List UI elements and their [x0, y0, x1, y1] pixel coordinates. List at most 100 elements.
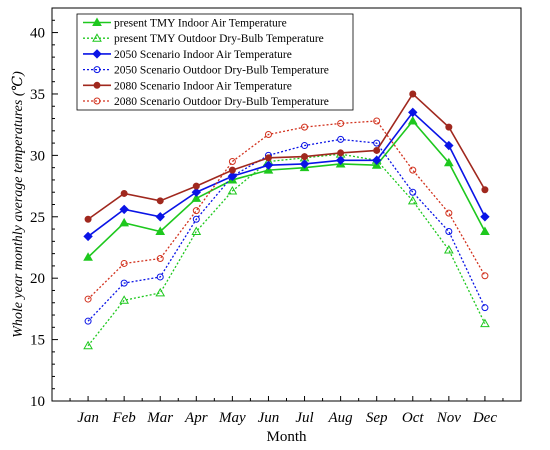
series-1 — [83, 115, 490, 261]
x-axis-title: Month — [266, 429, 307, 445]
legend-item: present TMY Outdoor Dry-Bulb Temperature — [83, 33, 324, 45]
data-point — [156, 273, 164, 281]
data-point — [481, 304, 489, 312]
data-point — [263, 160, 274, 170]
data-point — [371, 155, 382, 165]
series-line — [87, 119, 486, 258]
data-point — [301, 123, 309, 131]
data-point — [407, 195, 418, 205]
data-point — [373, 139, 381, 147]
legend-item: 2080 Scenario Indoor Air Temperature — [83, 80, 292, 92]
series-6 — [84, 117, 489, 303]
series-5 — [84, 90, 489, 223]
x-tick-label: Aug — [328, 410, 354, 426]
data-point — [191, 226, 202, 236]
data-point — [192, 182, 200, 190]
series-line — [87, 153, 486, 347]
data-point — [84, 215, 92, 223]
data-point — [481, 186, 489, 194]
legend-label: present TMY Outdoor Dry-Bulb Temperature — [114, 33, 324, 45]
legend-label: 2050 Scenario Outdoor Dry-Bulb Temperatu… — [114, 65, 329, 77]
x-tick-label: Sep — [366, 410, 388, 426]
legend-label: 2080 Scenario Indoor Air Temperature — [114, 80, 292, 92]
data-point — [119, 204, 129, 215]
data-point — [83, 252, 93, 261]
data-point — [155, 287, 166, 297]
data-point — [227, 185, 238, 195]
data-point — [480, 318, 490, 328]
data-point — [444, 140, 454, 151]
legend-swatch-marker — [92, 33, 102, 42]
legend-swatch-marker — [93, 66, 101, 74]
data-point — [299, 159, 310, 169]
data-point — [373, 146, 381, 154]
series-line — [87, 92, 486, 220]
legend-item: present TMY Indoor Air Temperature — [83, 17, 287, 30]
data-point — [192, 215, 200, 223]
y-tick-label: 20 — [30, 271, 45, 287]
data-point — [335, 155, 346, 165]
data-point — [264, 130, 272, 138]
legend-box — [76, 13, 354, 111]
data-point — [301, 142, 309, 150]
x-tick-label: Jun — [258, 410, 280, 426]
data-point — [443, 157, 454, 167]
y-tick-label: 30 — [30, 148, 45, 164]
y-axis-title: Whole year monthly average temperatures … — [11, 71, 26, 338]
x-tick-label: Oct — [402, 410, 424, 426]
data-point — [155, 226, 166, 236]
data-point — [83, 340, 93, 350]
data-point — [84, 295, 92, 303]
data-point — [228, 158, 236, 166]
data-point — [409, 90, 417, 98]
data-point — [120, 189, 128, 197]
data-point — [83, 231, 93, 242]
data-point — [445, 123, 453, 131]
data-point — [337, 149, 345, 157]
data-point — [337, 135, 345, 143]
legend-swatch-marker — [93, 97, 101, 105]
x-tick-label: Apr — [184, 410, 208, 426]
data-point — [373, 117, 381, 125]
data-point — [407, 115, 418, 125]
y-tick-label: 25 — [30, 210, 45, 226]
data-point — [264, 154, 272, 162]
series-2 — [83, 149, 490, 350]
legend-label: 2080 Scenario Outdoor Dry-Bulb Temperatu… — [114, 96, 329, 108]
legend-item: 2050 Scenario Outdoor Dry-Bulb Temperatu… — [83, 65, 329, 77]
data-point — [120, 279, 128, 287]
x-tick-label: Jul — [295, 410, 313, 426]
data-point — [120, 259, 128, 267]
data-point — [191, 187, 202, 197]
y-tick-label: 15 — [30, 333, 45, 349]
y-tick-label: 10 — [30, 394, 45, 410]
x-tick-label: Jan — [77, 410, 99, 426]
series-3 — [83, 107, 490, 242]
data-point — [301, 153, 309, 161]
data-point — [228, 166, 236, 174]
legend-swatch-marker — [93, 81, 101, 89]
data-point — [156, 255, 164, 263]
data-point — [445, 209, 453, 217]
x-tick-label: May — [218, 410, 246, 426]
data-point — [337, 119, 345, 127]
legend: present TMY Indoor Air Temperature presen… — [76, 13, 354, 111]
y-tick-label: 40 — [30, 26, 45, 42]
data-point — [119, 295, 130, 304]
legend-label: 2050 Scenario Indoor Air Temperature — [114, 49, 292, 61]
series-line — [87, 138, 486, 322]
x-tick-label: Nov — [436, 410, 462, 426]
data-point — [191, 193, 202, 202]
data-point — [192, 207, 200, 215]
data-point — [443, 244, 454, 254]
y-tick-label: 35 — [30, 87, 45, 103]
data-point — [119, 217, 130, 227]
x-tick-label: Mar — [146, 410, 173, 426]
legend-label: present TMY Indoor Air Temperature — [114, 18, 287, 30]
series-layer — [83, 90, 490, 350]
data-point — [480, 226, 490, 236]
data-point — [445, 228, 453, 236]
series-line — [87, 111, 486, 238]
x-axis: Jan Feb Mar Apr May Jun Jul Aug Sep Oct Nov Dec — [69, 396, 504, 426]
